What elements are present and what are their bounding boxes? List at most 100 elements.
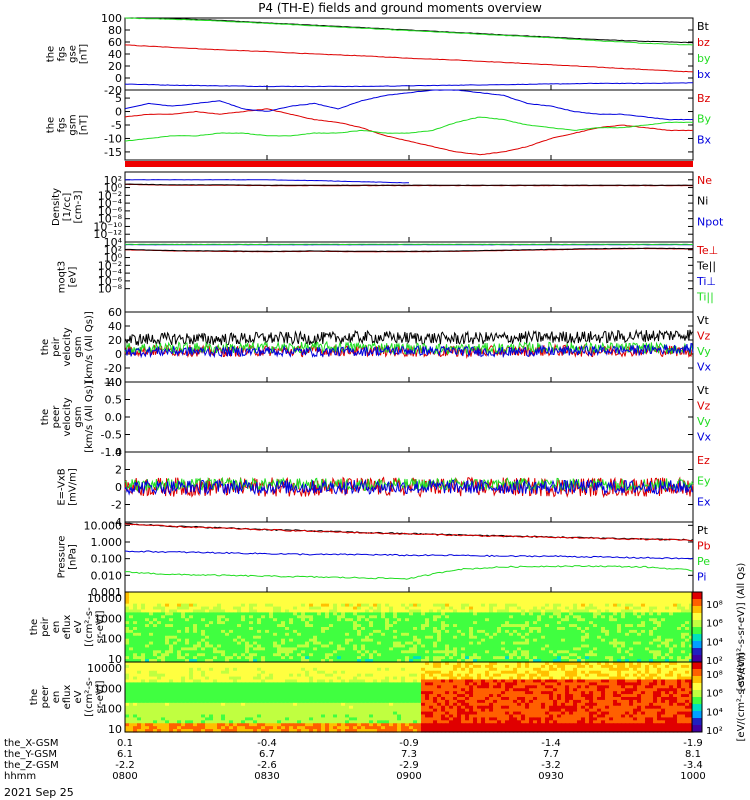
- plot-frame: [124, 89, 694, 161]
- heat-cell: [557, 659, 562, 663]
- heat-cell: [593, 612, 598, 616]
- heat-cell: [205, 667, 210, 672]
- heat-cell: [561, 621, 566, 625]
- heat-cell: [253, 676, 258, 681]
- heat-cell: [325, 632, 330, 637]
- heat-cell: [637, 615, 642, 619]
- heat-cell: [413, 676, 418, 681]
- heat-cell: [193, 638, 198, 643]
- heat-cell: [181, 627, 186, 631]
- heat-cell: [485, 641, 490, 646]
- heat-cell: [653, 618, 658, 622]
- heat-cell: [333, 629, 338, 634]
- heat-cell: [621, 632, 626, 637]
- heat-cell: [585, 667, 590, 672]
- heat-cell: [217, 618, 222, 622]
- heat-cell: [289, 676, 294, 681]
- heat-cell: [137, 618, 142, 622]
- heat-cell: [201, 635, 206, 640]
- heat-cell: [649, 632, 654, 637]
- heat-cell: [233, 615, 238, 619]
- heat-cell: [217, 638, 222, 643]
- heat-cell: [193, 641, 198, 646]
- heat-cell: [357, 635, 362, 640]
- heat-cell: [261, 664, 266, 669]
- heat-cell: [261, 603, 266, 608]
- heat-cell: [465, 629, 470, 634]
- heat-cell: [309, 615, 314, 619]
- heat-cell: [645, 603, 650, 608]
- heat-cell: [425, 685, 430, 689]
- heat-cell: [381, 621, 386, 625]
- heat-cell: [493, 621, 498, 625]
- heat-cell: [653, 673, 658, 678]
- heat-cell: [549, 673, 554, 678]
- heat-cell: [609, 667, 614, 672]
- heat-cell: [341, 656, 346, 660]
- y-tick-label: 1.000: [91, 536, 123, 549]
- heat-cell: [493, 667, 498, 672]
- heat-cell: [641, 664, 646, 669]
- heat-cell: [141, 600, 146, 605]
- heat-cell: [149, 641, 154, 646]
- heat-cell: [629, 641, 634, 646]
- heat-cell: [333, 641, 338, 646]
- heat-cell: [221, 624, 226, 628]
- heat-cell: [521, 638, 526, 643]
- heat-cell: [273, 682, 278, 686]
- heat-cell: [213, 624, 218, 628]
- heat-cell: [253, 618, 258, 622]
- heat-cell: [237, 594, 242, 599]
- heat-cell: [201, 659, 206, 663]
- heat-cell: [345, 638, 350, 643]
- heat-cell: [553, 667, 558, 672]
- heat-cell: [629, 682, 634, 686]
- heat-cell: [205, 685, 210, 689]
- heat-cell: [433, 618, 438, 622]
- heat-cell: [449, 653, 454, 657]
- heat-cell: [169, 653, 174, 657]
- heat-cell: [281, 679, 286, 684]
- heat-cell: [237, 632, 242, 637]
- heat-cell: [137, 656, 142, 660]
- heat-cell: [441, 673, 446, 678]
- heat-cell: [577, 644, 582, 649]
- heat-cell: [353, 676, 358, 681]
- heat-cell: [469, 632, 474, 637]
- heat-cell: [305, 644, 310, 649]
- heat-cell: [389, 650, 394, 654]
- heat-cell: [165, 670, 170, 675]
- heat-cell: [577, 673, 582, 678]
- heat-cell: [517, 603, 522, 608]
- heat-cell: [677, 612, 682, 616]
- heat-cell: [301, 627, 306, 631]
- heat-cell: [281, 650, 286, 654]
- heat-cell: [537, 664, 542, 669]
- heat-cell: [189, 679, 194, 684]
- heat-cell: [461, 618, 466, 622]
- heat-cell: [305, 606, 310, 611]
- heat-cell: [381, 670, 386, 675]
- heat-cell: [185, 650, 190, 654]
- heat-cell: [177, 615, 182, 619]
- colorbar-label: [eV/(cm²-s-sr-eV)] (All Qs): [736, 563, 747, 692]
- heat-cell: [229, 621, 234, 625]
- y-axis-label-line: [mV/m]: [68, 468, 79, 506]
- heat-cell: [281, 603, 286, 608]
- heat-cell: [337, 685, 342, 689]
- heat-cell: [257, 650, 262, 654]
- heat-cell: [441, 609, 446, 614]
- heat-cell: [509, 641, 514, 646]
- heat-cell: [473, 676, 478, 681]
- heat-cell: [369, 667, 374, 672]
- heat-cell: [417, 659, 422, 663]
- heat-cell: [193, 662, 198, 666]
- heat-cell: [313, 609, 318, 614]
- heat-cell: [465, 656, 470, 660]
- heat-cell: [205, 609, 210, 614]
- heat-cell: [253, 685, 258, 689]
- heat-cell: [373, 656, 378, 660]
- heat-cell: [541, 597, 546, 602]
- heat-cell: [221, 638, 226, 643]
- heat-cell: [341, 635, 346, 640]
